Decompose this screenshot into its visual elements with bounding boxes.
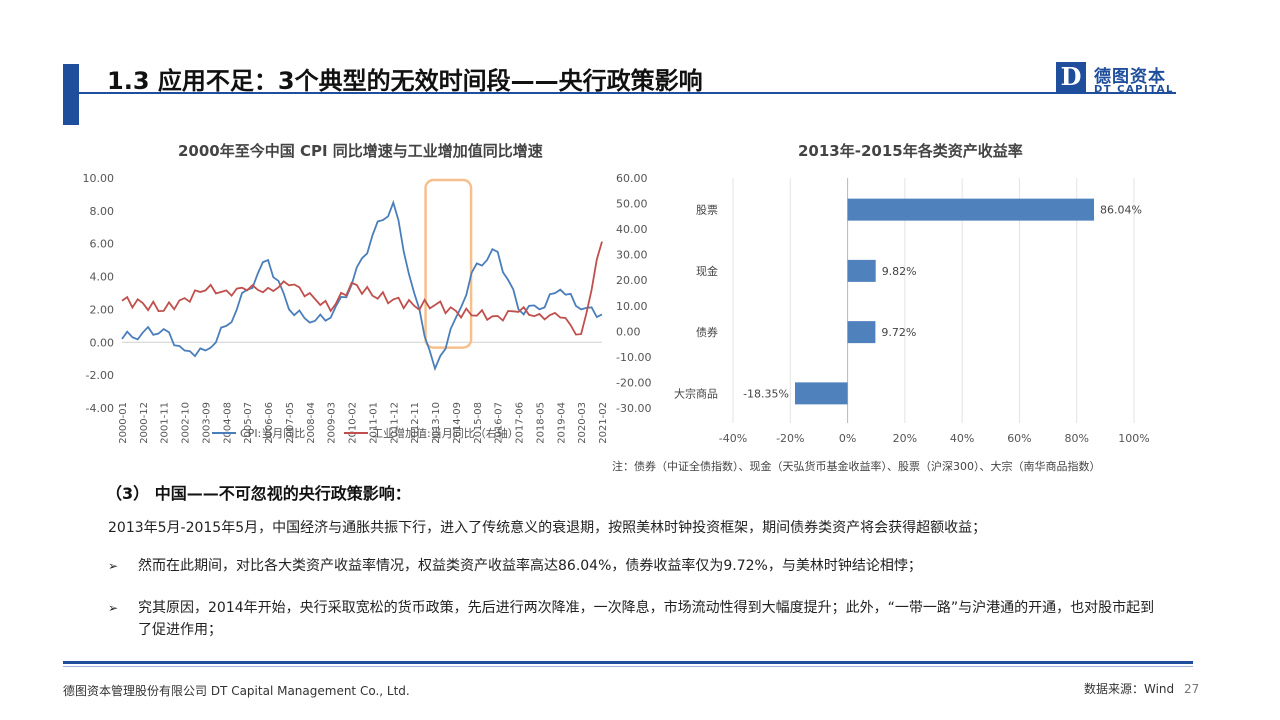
category-label: 现金 bbox=[696, 264, 718, 278]
bullet-text: 究其原因，2014年开始，央行采取宽松的货币政策，先后进行两次降准，一次降息，市… bbox=[138, 600, 1155, 638]
bullet-item: ➢ 然而在此期间，对比各大类资产收益率情况，权益类资产收益率高达86.04%，债… bbox=[108, 555, 1168, 577]
data-source: 数据来源：Wind bbox=[1084, 682, 1175, 696]
legend-label: 工业增加值:当月同比（右轴） bbox=[372, 426, 519, 440]
footer-company: 德图资本管理股份有限公司 DT Capital Management Co., … bbox=[63, 684, 410, 698]
x-tick-label: 2010-02 bbox=[348, 402, 359, 444]
footer-source: 数据来源：Wind 27 bbox=[1084, 680, 1199, 697]
y-left-tick-label: -4.00 bbox=[86, 402, 114, 415]
footer-rule-thin bbox=[63, 666, 1193, 667]
x-tick-label: 2006-06 bbox=[264, 402, 275, 444]
y-right-tick-label: -20.00 bbox=[616, 376, 651, 389]
arrow-bullet-icon: ➢ bbox=[108, 559, 119, 573]
cpi-industry-line-chart: 10.00 8.00 6.00 4.00 2.00 0.00 -2.00 -4.00 60.00… bbox=[83, 172, 652, 444]
x-tick-label: 2003-09 bbox=[201, 402, 212, 444]
y-left-tick-label: 2.00 bbox=[90, 303, 115, 316]
x-tick-label: 2013-10 bbox=[431, 402, 442, 444]
x-tick-label: 2000-12 bbox=[139, 402, 150, 444]
x-tick-label: 2018-05 bbox=[535, 402, 546, 444]
y-left-tick-label: 0.00 bbox=[90, 336, 115, 349]
bar bbox=[847, 321, 876, 344]
y-right-tick-label: 30.00 bbox=[616, 249, 648, 262]
y-left-tick-label: 8.00 bbox=[90, 205, 115, 218]
category-label: 大宗商品 bbox=[674, 386, 718, 400]
x-tick-label: 2014-09 bbox=[452, 402, 463, 444]
chart-note: 注：债券（中证全债指数）、现金（天弘货币基金收益率）、股票（沪深300）、大宗（… bbox=[612, 460, 1101, 473]
arrow-bullet-icon: ➢ bbox=[108, 601, 119, 615]
y-right-tick-label: -30.00 bbox=[616, 402, 651, 415]
x-tick-label: 2019-04 bbox=[556, 402, 567, 444]
bullet-text: 然而在此期间，对比各大类资产收益率情况，权益类资产收益率高达86.04%，债券收… bbox=[138, 558, 922, 574]
x-tick-label: 2005-07 bbox=[243, 402, 254, 444]
y-right-tick-label: 50.00 bbox=[616, 198, 648, 211]
bar bbox=[795, 382, 848, 405]
bar-value-label: 86.04% bbox=[1100, 204, 1142, 217]
x-tick-label: 0% bbox=[839, 432, 856, 445]
bar-value-label: -18.35% bbox=[743, 387, 789, 400]
industry-series-line bbox=[121, 241, 603, 336]
bullet-item: ➢ 究其原因，2014年开始，央行采取宽松的货币政策，先后进行两次降准，一次降息… bbox=[108, 597, 1168, 641]
y-right-tick-label: 60.00 bbox=[616, 172, 648, 185]
logo-text-en: DT CAPITAL bbox=[1094, 84, 1174, 95]
y-right-tick-label: 0.00 bbox=[616, 325, 641, 338]
asset-return-bar-chart: -40% -20% 0% 20% 40% 60% 80% 100% 股票 86.04% 现金 9.82… bbox=[674, 178, 1150, 445]
bar-value-label: 9.82% bbox=[882, 265, 917, 278]
title-underline bbox=[79, 92, 1176, 94]
category-label: 股票 bbox=[696, 204, 718, 217]
category-label: 债券 bbox=[696, 325, 718, 339]
x-tick-label: 2017-06 bbox=[515, 402, 526, 444]
bar-value-label: 9.72% bbox=[881, 326, 916, 339]
page-title: 1.3 应用不足：3个典型的无效时间段——央行政策影响 bbox=[107, 67, 703, 95]
legend-label: CPI:当月同比 bbox=[240, 426, 305, 440]
x-tick-label: 2000-01 bbox=[118, 402, 129, 444]
y-right-tick-label: 40.00 bbox=[616, 223, 648, 236]
x-tick-label: 2002-10 bbox=[181, 402, 192, 444]
cpi-series-line bbox=[121, 199, 603, 372]
x-tick-label: 2016-07 bbox=[494, 402, 505, 444]
logo-mark: D bbox=[1056, 62, 1086, 92]
x-tick-label: 2001-11 bbox=[160, 402, 171, 444]
x-tick-label: 40% bbox=[950, 432, 974, 445]
bar bbox=[847, 198, 1095, 221]
x-tick-label: 60% bbox=[1007, 432, 1031, 445]
x-tick-label: 20% bbox=[893, 432, 917, 445]
footer-rule bbox=[63, 661, 1193, 664]
x-tick-label: 100% bbox=[1118, 432, 1149, 445]
x-tick-label: 2011-01 bbox=[368, 402, 379, 444]
highlight-period-box bbox=[424, 178, 473, 349]
x-tick-label: 2007-05 bbox=[285, 402, 296, 444]
y-left-tick-label: 10.00 bbox=[83, 172, 115, 185]
y-right-tick-label: 10.00 bbox=[616, 300, 648, 313]
title-accent-bar bbox=[63, 64, 79, 125]
x-tick-label: 2008-04 bbox=[306, 402, 317, 444]
body-paragraph: 2013年5月-2015年5月，中国经济与通胀共振下行，进入了传统意义的衰退期，… bbox=[108, 520, 987, 536]
y-left-tick-label: -2.00 bbox=[86, 369, 114, 382]
x-tick-label: 2015-08 bbox=[473, 402, 484, 444]
y-right-tick-label: 20.00 bbox=[616, 274, 648, 287]
x-tick-label: 2009-03 bbox=[327, 402, 338, 444]
x-tick-label: 2011-12 bbox=[389, 402, 400, 444]
logo-text-cn: 德图资本 bbox=[1094, 67, 1166, 87]
x-tick-label: 2021-02 bbox=[598, 402, 609, 444]
y-left-tick-label: 6.00 bbox=[90, 238, 115, 251]
x-tick-label: -40% bbox=[719, 432, 747, 445]
x-tick-label: 2012-11 bbox=[410, 402, 421, 444]
y-right-tick-label: -10.00 bbox=[616, 351, 651, 364]
bar bbox=[847, 259, 876, 282]
section-subheading: （3） 中国——不可忽视的央行政策影响： bbox=[106, 484, 411, 503]
page-number: 27 bbox=[1184, 682, 1200, 696]
x-tick-label: 2004-08 bbox=[222, 402, 233, 444]
y-left-tick-label: 4.00 bbox=[90, 271, 115, 284]
asset-return-chart-title: 2013年-2015年各类资产收益率 bbox=[798, 142, 1023, 160]
x-tick-label: 2020-03 bbox=[577, 402, 588, 444]
x-tick-label: 80% bbox=[1064, 432, 1088, 445]
x-tick-label: -20% bbox=[776, 432, 804, 445]
cpi-chart-title: 2000年至今中国 CPI 同比增速与工业增加值同比增速 bbox=[178, 142, 543, 160]
